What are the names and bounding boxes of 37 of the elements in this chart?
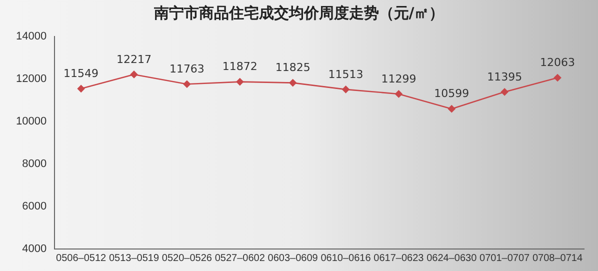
y-tick-label: 10000 bbox=[16, 116, 47, 128]
point bbox=[289, 79, 296, 86]
point bbox=[395, 90, 402, 98]
data-label: 12063 bbox=[540, 56, 576, 70]
y-tick-label: 8000 bbox=[22, 158, 47, 170]
y-tick-label: 14000 bbox=[16, 30, 47, 43]
x-tick-label: 0610–0616 bbox=[320, 252, 372, 264]
chart-title: 南宁市商品住宅成交均价周度走势（元/㎡） bbox=[152, 4, 446, 23]
point bbox=[342, 86, 350, 94]
point bbox=[554, 74, 562, 82]
y-tick-label: 6000 bbox=[22, 200, 47, 213]
data-label: 11549 bbox=[64, 67, 99, 80]
data-label: 11513 bbox=[328, 68, 364, 81]
data-label: 12217 bbox=[116, 52, 152, 66]
point bbox=[448, 105, 456, 112]
x-tick-label: 0513–0519 bbox=[108, 252, 160, 264]
data-label: 11825 bbox=[275, 61, 310, 74]
x-tick-label: 0708–0714 bbox=[532, 252, 583, 264]
point bbox=[183, 80, 191, 88]
x-tick-label: 0520–0526 bbox=[162, 252, 212, 264]
point bbox=[130, 70, 138, 78]
x-tick-label: 0617–0623 bbox=[374, 252, 424, 264]
x-tick-label: 0527–0602 bbox=[214, 252, 266, 264]
x-tick-label: 0506–0512 bbox=[56, 252, 107, 264]
y-tick-label: 12000 bbox=[16, 73, 47, 86]
x-tick-label: 0624–0630 bbox=[426, 252, 478, 264]
point bbox=[77, 85, 85, 92]
data-label: 11872 bbox=[222, 60, 258, 74]
point bbox=[500, 88, 508, 96]
data-label: 11299 bbox=[381, 72, 416, 86]
point bbox=[236, 78, 244, 86]
data-label: 10599 bbox=[434, 87, 470, 100]
y-tick-label: 4000 bbox=[22, 243, 47, 256]
data-label: 11395 bbox=[487, 70, 522, 84]
data-label: 11763 bbox=[169, 62, 204, 76]
x-tick-label: 0701–0707 bbox=[480, 252, 530, 264]
x-tick-label: 0603–0609 bbox=[268, 252, 318, 264]
